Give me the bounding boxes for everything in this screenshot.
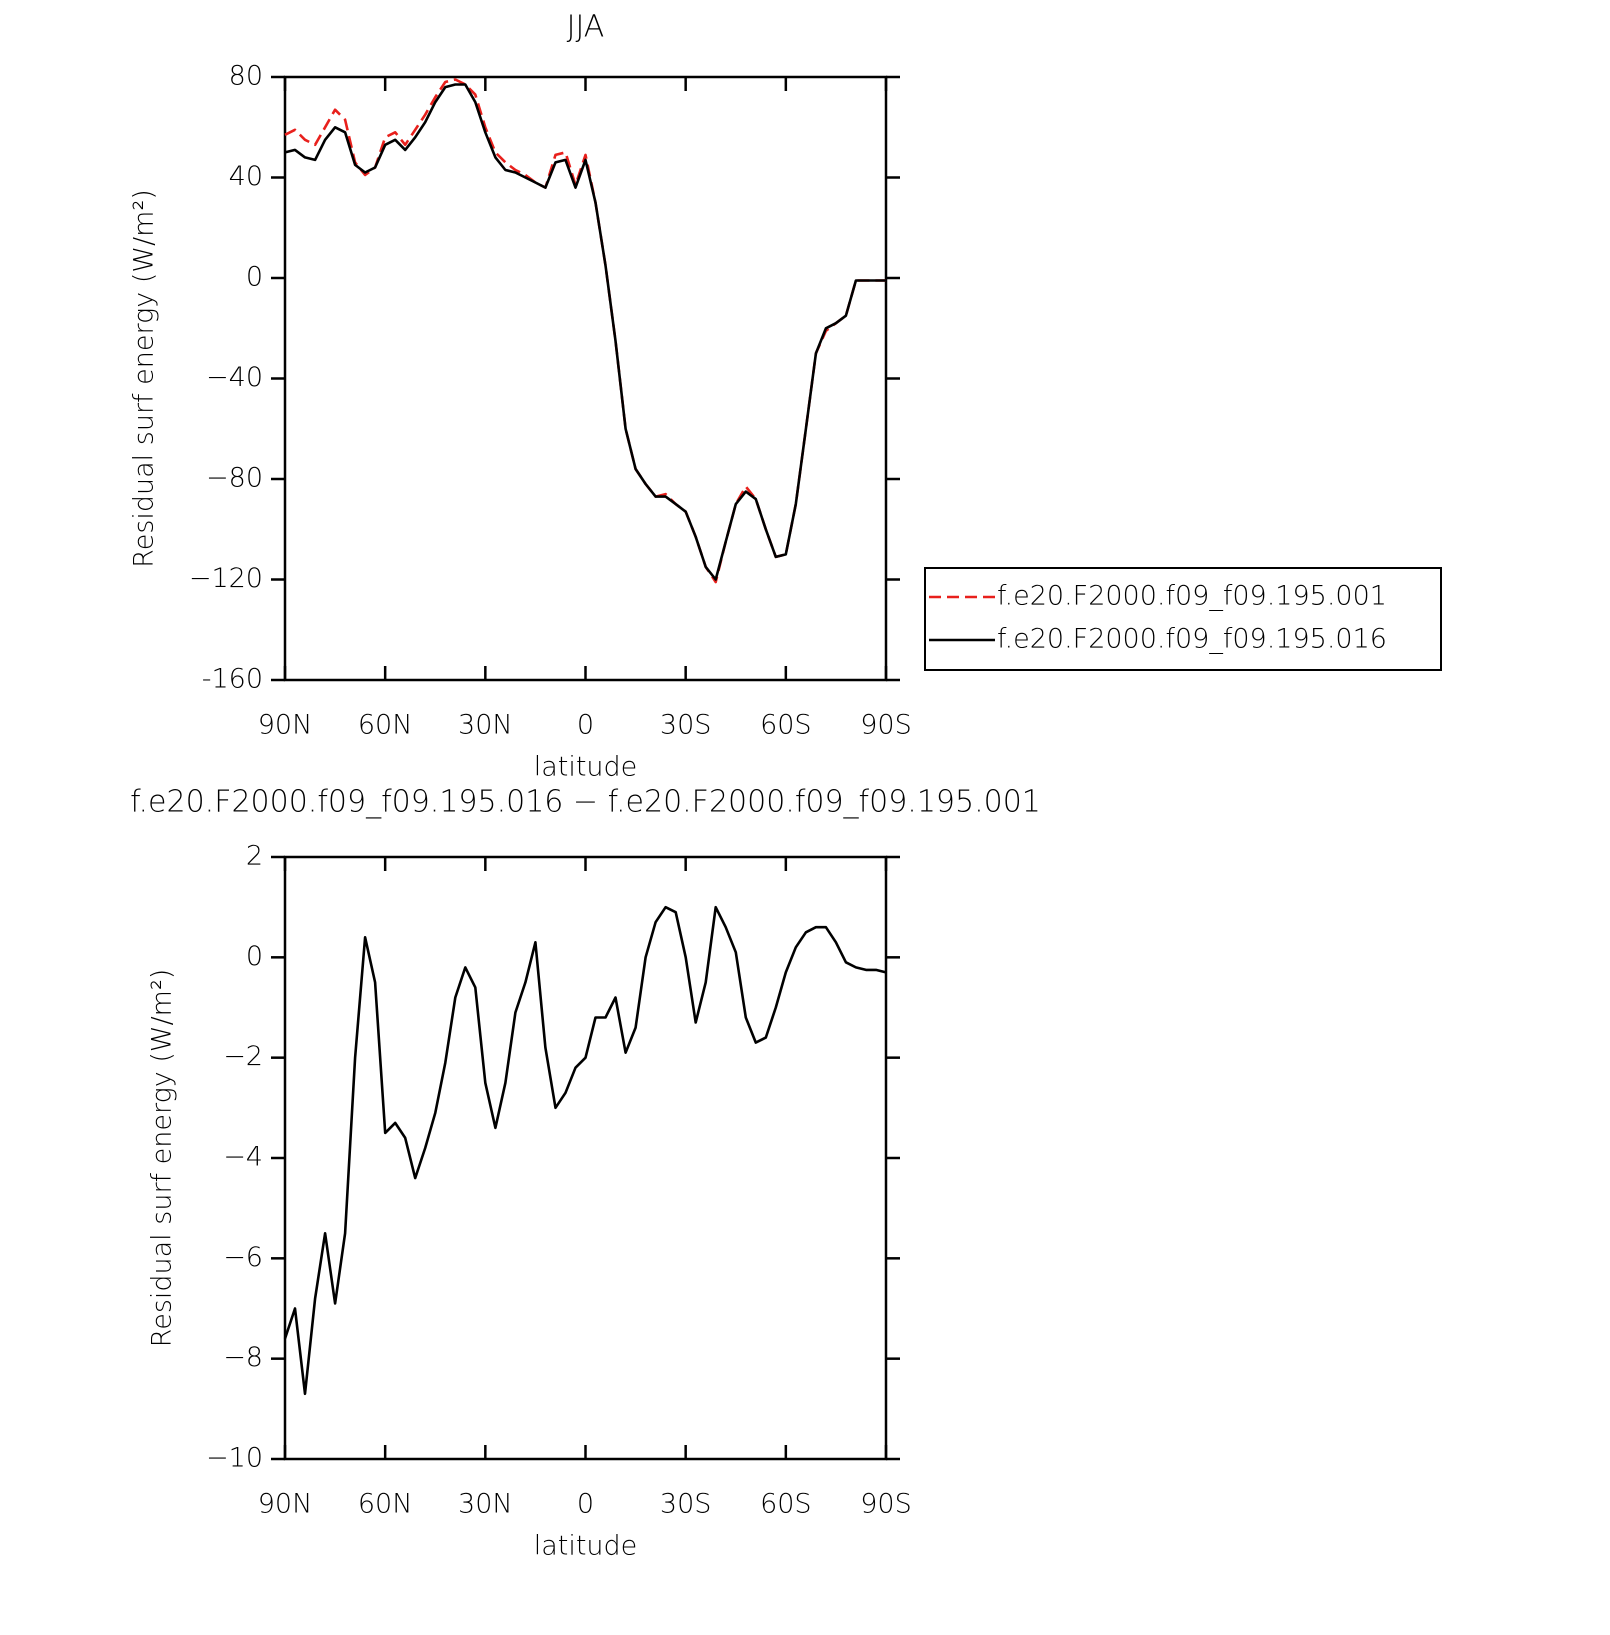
x-tick-label: 30S — [660, 1489, 712, 1520]
x-tick-label: 60N — [358, 710, 413, 741]
y-tick-label: 40 — [229, 161, 263, 192]
y-axis-label: Residual surf energy (W/m²) — [129, 189, 160, 568]
x-tick-label: 90N — [258, 1489, 313, 1520]
data-line — [284, 78, 886, 584]
x-tick-label: 60N — [358, 1489, 413, 1520]
y-tick-label: −6 — [223, 1242, 263, 1273]
x-tick-label: 0 — [577, 1489, 594, 1520]
y-tick-label: −4 — [223, 1142, 263, 1173]
legend-label: f.e20.F2000.f09_f09.195.001 — [997, 581, 1387, 612]
x-tick-label: 0 — [577, 710, 594, 741]
y-axis-label: Residual surf energy (W/m²) — [147, 969, 178, 1348]
y-tick-label: 80 — [229, 61, 263, 92]
y-tick-label: -160 — [202, 664, 263, 695]
y-tick-label: −80 — [206, 463, 263, 494]
x-axis-label: latitude — [534, 1531, 638, 1562]
y-tick-label: 2 — [246, 841, 263, 872]
chart-title: JJA — [567, 10, 605, 45]
legend-box — [924, 567, 1442, 671]
x-tick-label: 90S — [860, 1489, 912, 1520]
y-tick-label: −2 — [223, 1041, 263, 1072]
legend-label: f.e20.F2000.f09_f09.195.016 — [997, 624, 1387, 655]
y-tick-label: −120 — [189, 563, 263, 594]
x-tick-label: 30S — [660, 710, 712, 741]
data-line — [284, 83, 886, 581]
y-tick-label: −10 — [206, 1443, 263, 1474]
x-tick-label: 90S — [860, 710, 912, 741]
y-tick-label: 0 — [246, 941, 263, 972]
chart-title: f.e20.F2000.f09_f09.195.016 − f.e20.F200… — [130, 785, 1041, 820]
x-tick-label: 30N — [458, 710, 513, 741]
x-tick-label: 60S — [760, 1489, 812, 1520]
y-tick-label: −8 — [223, 1342, 263, 1373]
data-line — [283, 905, 887, 1396]
x-tick-label: 30N — [458, 1489, 513, 1520]
y-tick-label: 0 — [246, 262, 263, 293]
x-tick-label: 60S — [760, 710, 812, 741]
x-tick-label: 90N — [258, 710, 313, 741]
y-tick-label: −40 — [206, 362, 263, 393]
x-axis-label: latitude — [534, 752, 638, 783]
